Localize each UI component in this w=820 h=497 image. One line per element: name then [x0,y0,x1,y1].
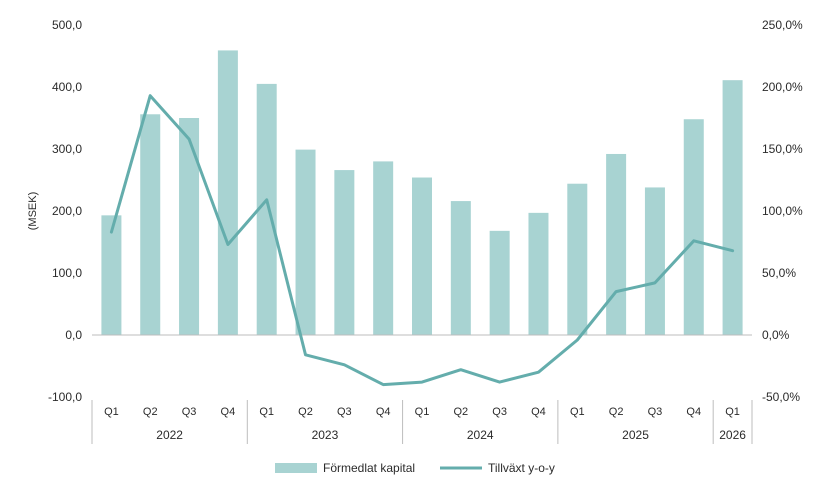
bar [567,183,588,335]
right-tick-label: -50,0% [762,390,800,404]
category-label: Q4 [531,406,546,418]
left-tick-label: 400,0 [52,80,82,94]
bar [489,230,510,335]
right-axis-ticks: -50,0% 0,0% 50,0% 100,0% 150,0% 200,0% 250,0% [762,18,803,404]
bar [101,215,122,335]
category-label: Q4 [376,406,391,418]
left-tick-label: 0,0 [65,328,82,342]
x-axis-labels: Q1 Q2 Q3 Q4 Q1 Q2 Q3 Q4 Q1 Q2 Q3 Q4 Q1 Q2 Q3 Q4 Q1 [104,406,740,418]
year-label: 2023 [312,428,339,442]
category-label: Q3 [492,406,507,418]
category-label: Q3 [337,406,352,418]
year-label: 2024 [467,428,494,442]
left-tick-label: 100,0 [52,266,82,280]
category-label: Q1 [725,406,740,418]
bar [140,114,161,335]
right-tick-label: 100,0% [762,204,803,218]
bar [179,118,200,335]
category-label: Q1 [259,406,274,418]
left-tick-label: 300,0 [52,142,82,156]
bar [412,177,432,335]
legend: Förmedlat kapital Tillväxt y-o-y [275,461,555,475]
year-separators [91,400,753,444]
year-labels: 2022 2023 2024 2025 2026 [156,428,746,442]
left-tick-label: -100,0 [48,390,82,404]
left-tick-label: 500,0 [52,18,82,32]
year-label: 2026 [719,428,746,442]
bar-series [101,50,743,336]
category-label: Q4 [686,406,701,418]
legend-bar-label: Förmedlat kapital [323,461,415,475]
legend-line-label: Tillväxt y-o-y [488,461,555,475]
bar [683,119,704,336]
category-label: Q2 [143,406,158,418]
category-label: Q1 [104,406,119,418]
year-label: 2025 [622,428,649,442]
category-label: Q2 [453,406,468,418]
left-tick-label: 200,0 [52,204,82,218]
bar [217,50,238,336]
category-label: Q2 [298,406,313,418]
right-tick-label: 150,0% [762,142,803,156]
category-label: Q1 [570,406,585,418]
right-tick-label: 50,0% [762,266,796,280]
bar [373,161,394,335]
bar [528,212,549,335]
right-tick-label: 250,0% [762,18,803,32]
category-label: Q4 [221,406,236,418]
right-tick-label: 200,0% [762,80,803,94]
bar [722,80,743,336]
bar [295,149,316,335]
bar [450,201,471,335]
category-label: Q3 [182,406,197,418]
category-label: Q1 [415,406,430,418]
bar [334,170,355,335]
bar [256,83,277,336]
growth-line [109,94,735,387]
category-label: Q2 [609,406,624,418]
category-label: Q3 [648,406,663,418]
bar [606,153,627,335]
y-axis-title: (MSEK) [27,192,39,231]
right-tick-label: 0,0% [762,328,790,342]
year-label: 2022 [156,428,183,442]
legend-bar-swatch [275,463,317,473]
left-axis-ticks: -100,0 0,0 100,0 200,0 300,0 400,0 500,0 [48,18,82,404]
bar [644,187,665,335]
